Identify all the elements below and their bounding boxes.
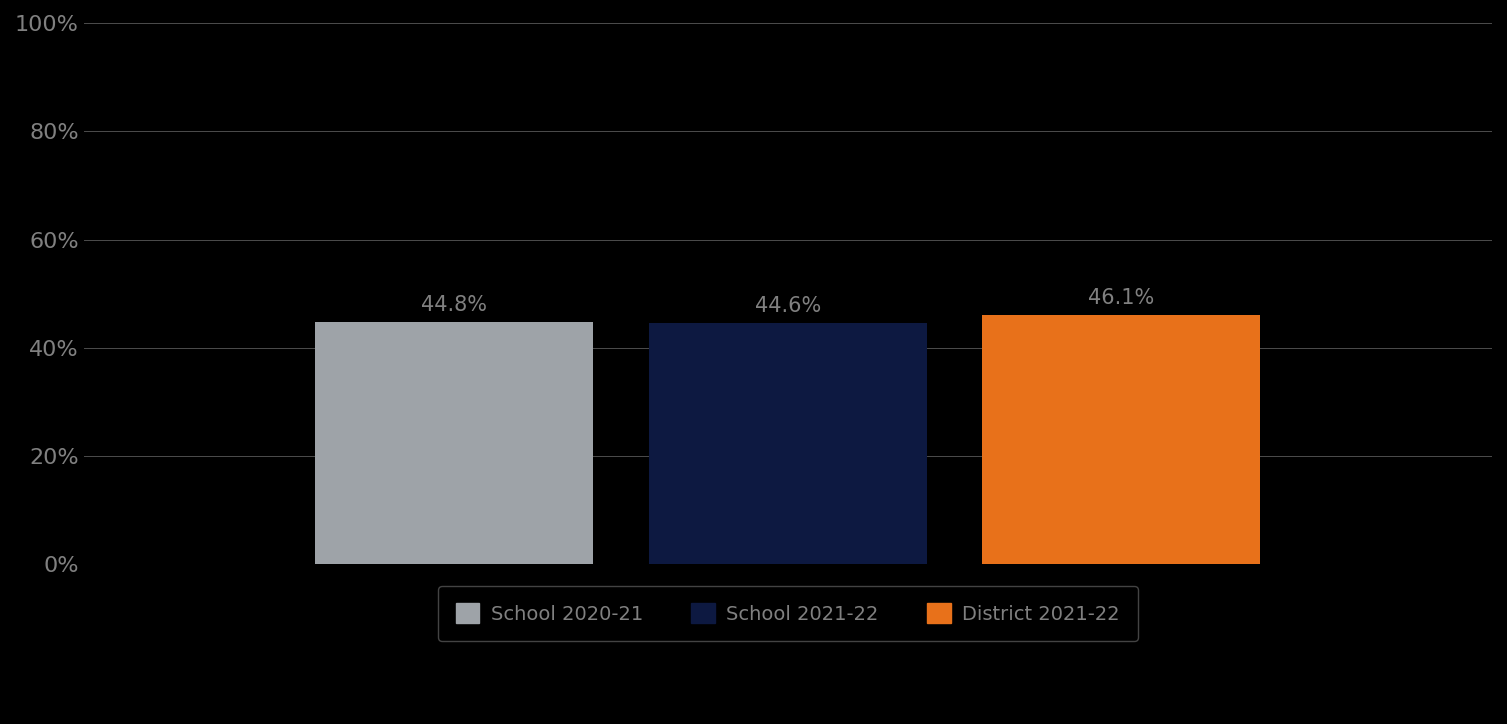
Legend: School 2020-21, School 2021-22, District 2021-22: School 2020-21, School 2021-22, District… — [439, 586, 1138, 641]
Bar — [315, 322, 594, 565]
Text: 46.1%: 46.1% — [1088, 288, 1154, 308]
Bar — [650, 323, 927, 565]
Text: 44.8%: 44.8% — [422, 295, 487, 316]
Bar — [983, 315, 1260, 565]
Text: 44.6%: 44.6% — [755, 296, 821, 316]
